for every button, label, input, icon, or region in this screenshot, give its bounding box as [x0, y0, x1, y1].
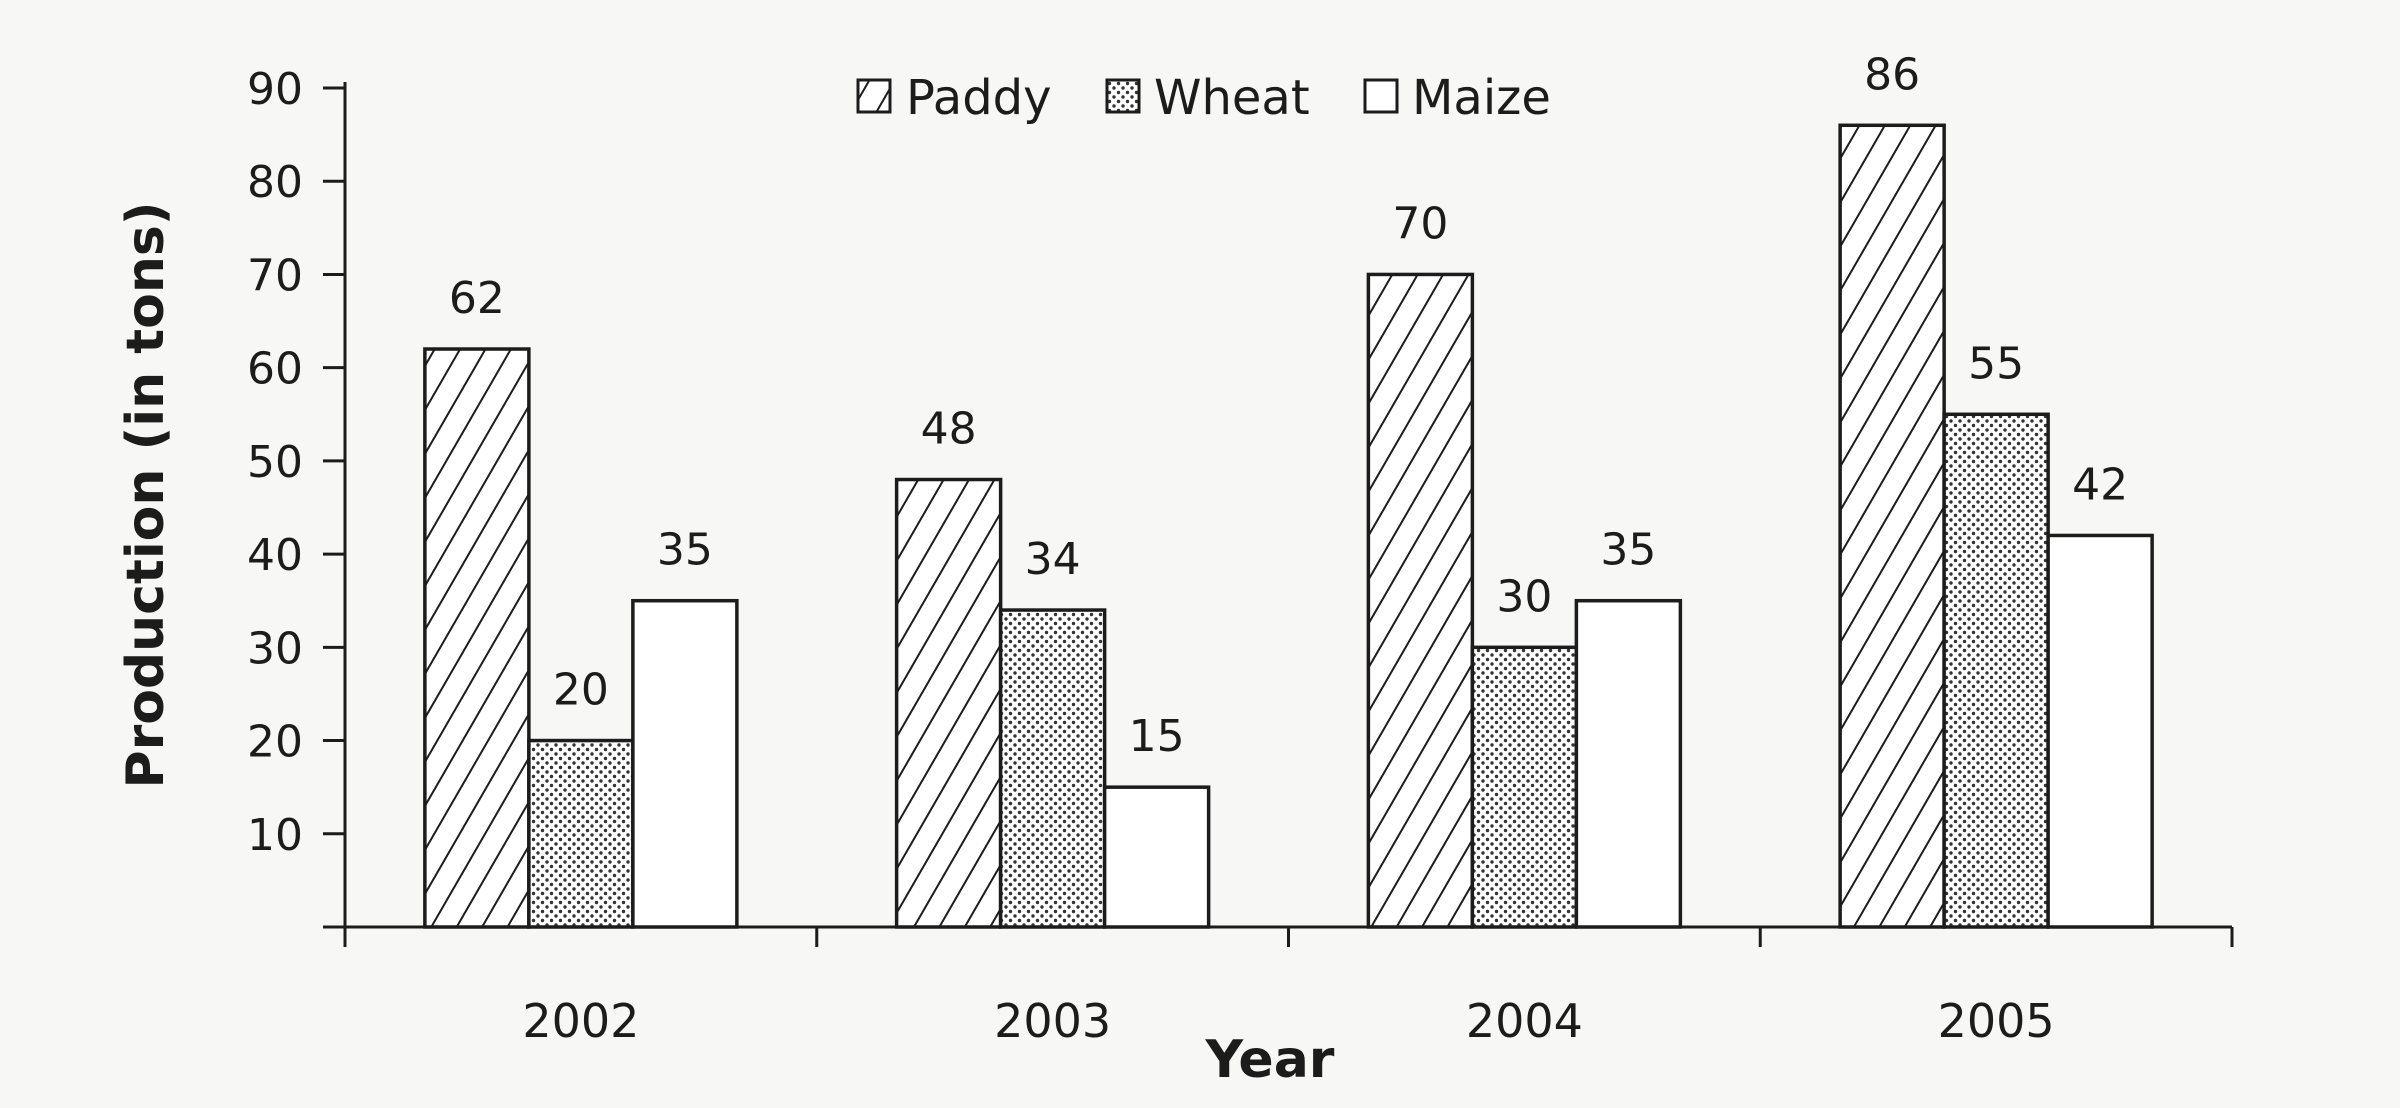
y-axis: 10 20 30 40 50 60 70 80 90: [247, 64, 347, 947]
legend-swatch-maize: [1363, 78, 1399, 114]
legend-label-maize: Maize: [1412, 70, 1551, 126]
bar-paddy-2002: [423, 347, 531, 929]
y-tick-label: 40: [247, 530, 303, 581]
data-label-maize-2004: 35: [1600, 525, 1656, 576]
x-tick-label: 2005: [1938, 994, 2055, 1048]
data-label-maize-2003: 15: [1129, 711, 1185, 762]
bar-maize-2004: [1574, 598, 1683, 929]
y-tick-label: 70: [247, 250, 303, 301]
bars: [423, 123, 2154, 929]
data-label-wheat-2003: 34: [1025, 534, 1081, 585]
data-label-maize-2002: 35: [657, 525, 713, 576]
data-label-paddy-2004: 70: [1392, 198, 1448, 249]
data-label-wheat-2002: 20: [553, 665, 609, 716]
data-label-wheat-2005: 55: [1968, 338, 2024, 389]
legend-label-paddy: Paddy: [906, 70, 1052, 126]
bar-paddy-2003: [894, 477, 1003, 929]
legend-swatch-wheat: [1105, 78, 1141, 114]
bar-wheat-2002: [527, 738, 635, 929]
y-axis-title: Production (in tons): [116, 201, 176, 788]
x-axis-title: Year: [1205, 1030, 1335, 1090]
data-labels: 62 20 35 48 34 15 70 30 35 86 55 42: [449, 49, 2128, 762]
legend-label-wheat: Wheat: [1154, 70, 1310, 126]
x-tick-label: 2003: [994, 994, 1111, 1048]
bar-paddy-2005: [1838, 123, 1946, 929]
data-label-paddy-2003: 48: [921, 404, 977, 455]
bar-maize-2002: [631, 598, 739, 929]
y-tick-label: 80: [247, 157, 303, 208]
y-tick-label: 10: [247, 810, 303, 861]
x-tick-label: 2004: [1466, 994, 1583, 1048]
bar-paddy-2004: [1366, 272, 1475, 929]
data-label-paddy-2002: 62: [449, 273, 505, 324]
legend-swatch-paddy: [856, 78, 892, 114]
bar-wheat-2005: [1942, 412, 2050, 929]
legend-item-paddy: Paddy: [856, 70, 1052, 126]
y-tick-label: 60: [247, 344, 303, 395]
legend-item-maize: Maize: [1363, 70, 1551, 126]
y-tick-label: 90: [247, 64, 303, 115]
y-tick-label: 20: [247, 717, 303, 768]
y-tick-label: 50: [247, 437, 303, 488]
y-tick-label: 30: [247, 623, 303, 674]
legend-item-wheat: Wheat: [1105, 70, 1310, 126]
data-label-maize-2005: 42: [2072, 459, 2128, 510]
bar-maize-2005: [2046, 533, 2154, 929]
bar-wheat-2004: [1470, 645, 1579, 929]
bar-wheat-2003: [998, 608, 1107, 929]
data-label-paddy-2005: 86: [1864, 49, 1920, 100]
data-label-wheat-2004: 30: [1496, 571, 1552, 622]
x-tick-label: 2002: [522, 994, 639, 1048]
legend: Paddy Wheat Maize: [856, 70, 1551, 126]
bar-maize-2003: [1102, 785, 1211, 929]
